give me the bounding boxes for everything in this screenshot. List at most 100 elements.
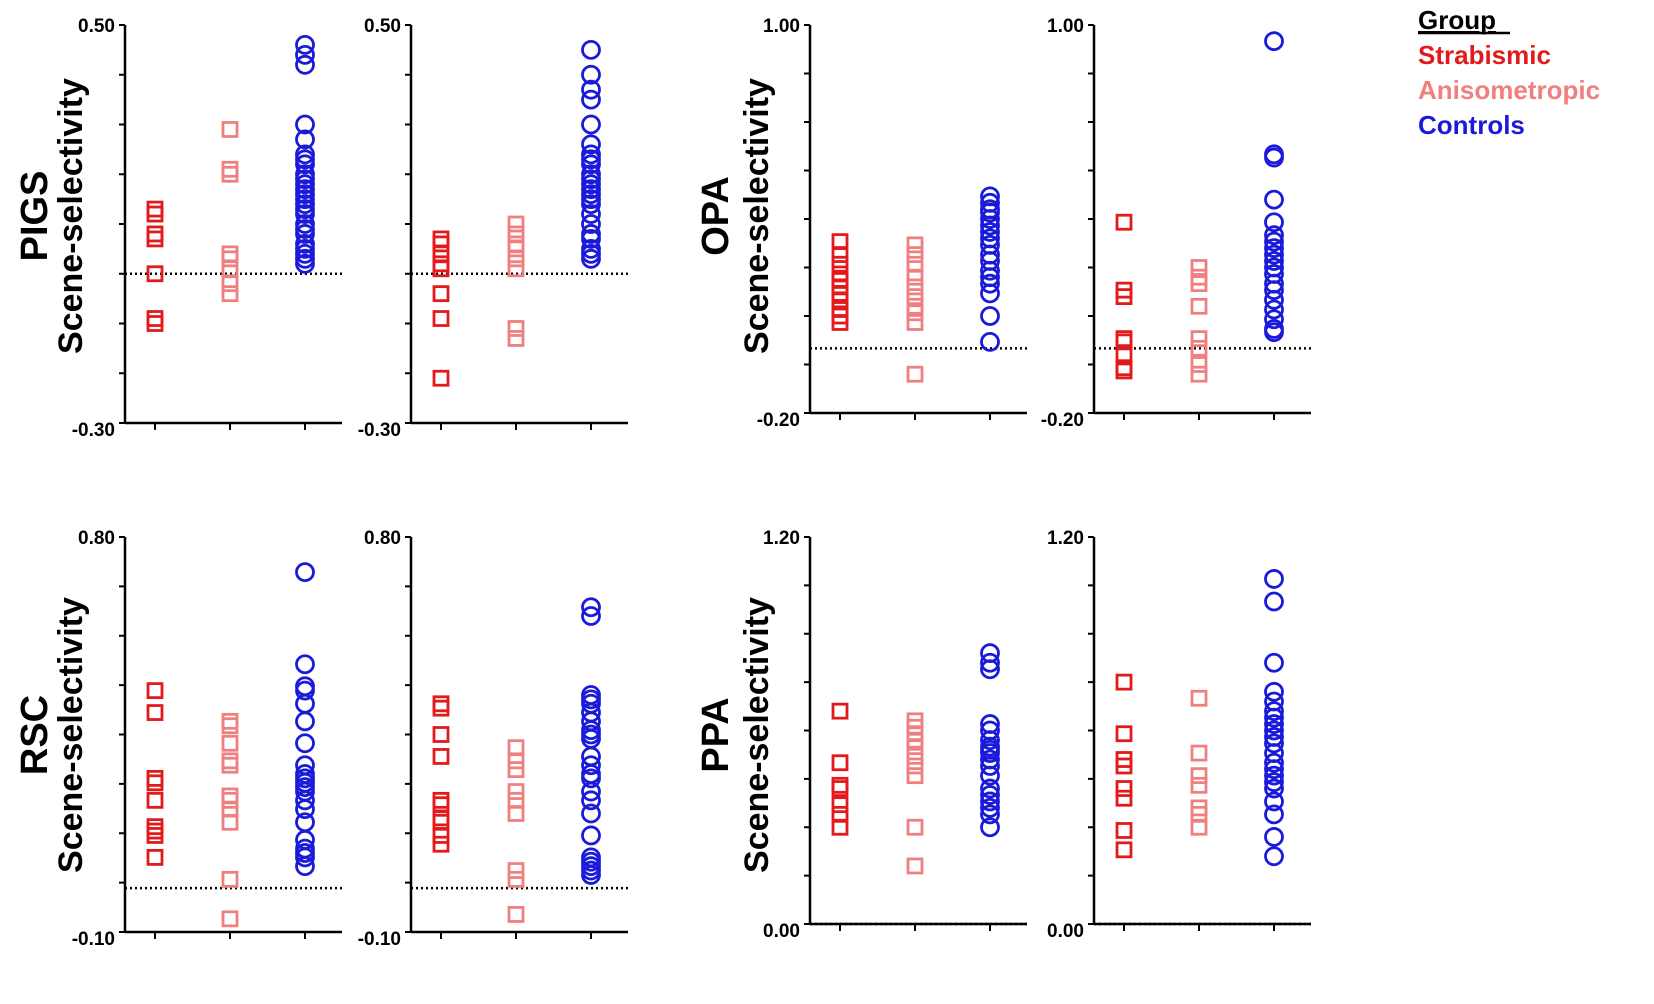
point-anisometropic — [507, 215, 525, 233]
y-tick-label-max: 1.00 — [1047, 16, 1084, 37]
point-anisometropic — [906, 857, 924, 875]
point-controls — [581, 865, 601, 885]
point-strabismic — [432, 245, 450, 263]
point-strabismic — [146, 200, 164, 218]
point-controls — [1264, 778, 1284, 799]
legend-item-controls: Controls — [1418, 110, 1525, 140]
point-controls — [980, 743, 1000, 763]
y-tick-label-min: -0.10 — [72, 929, 115, 950]
point-strabismic — [1115, 789, 1133, 807]
region-name-rsc: RSC — [14, 695, 56, 775]
point-controls — [980, 765, 1000, 786]
region-name-ppa: PPA — [695, 697, 737, 772]
point-controls — [581, 39, 601, 60]
point-strabismic — [432, 835, 450, 853]
point-anisometropic — [906, 747, 924, 765]
point-controls — [1264, 827, 1284, 847]
point-controls — [295, 114, 315, 135]
point-anisometropic — [1190, 365, 1208, 383]
point-strabismic — [432, 827, 450, 844]
point-anisometropic — [221, 245, 239, 263]
y-tick-label-min: -0.20 — [1041, 410, 1084, 431]
point-strabismic — [831, 796, 849, 814]
point-controls — [581, 134, 601, 155]
point-anisometropic — [906, 314, 924, 331]
panel-ppa-2: 1.20 0.00 — [1047, 528, 1311, 942]
point-anisometropic — [1190, 259, 1208, 276]
point-strabismic — [146, 205, 164, 223]
point-controls — [581, 64, 601, 85]
point-anisometropic — [507, 250, 525, 268]
point-strabismic — [831, 255, 849, 273]
point-controls — [1264, 280, 1284, 301]
point-anisometropic — [906, 288, 924, 306]
point-anisometropic — [221, 165, 239, 183]
point-anisometropic — [221, 285, 239, 303]
point-strabismic — [432, 285, 450, 303]
y-axis-label-rsc: Scene-selectivity — [52, 597, 90, 873]
point-controls — [1264, 225, 1284, 246]
point-anisometropic — [507, 870, 525, 888]
point-strabismic — [432, 310, 450, 327]
point-anisometropic — [1190, 744, 1208, 762]
point-anisometropic — [221, 121, 239, 138]
point-anisometropic — [507, 752, 525, 770]
point-controls — [581, 606, 601, 626]
point-strabismic — [432, 726, 450, 743]
point-controls — [980, 209, 1000, 229]
point-anisometropic — [507, 761, 525, 779]
point-anisometropic — [1190, 767, 1208, 785]
point-strabismic — [831, 780, 849, 797]
point-anisometropic — [507, 240, 525, 258]
point-controls — [295, 224, 315, 244]
y-tick-label-min: -0.10 — [358, 929, 401, 950]
point-controls — [980, 306, 1000, 326]
panel-opa-2: 1.00 -0.20 — [1041, 16, 1311, 431]
point-controls — [980, 331, 1000, 352]
point-controls — [980, 215, 1000, 236]
y-tick-label-min: -0.30 — [72, 420, 115, 441]
point-strabismic — [1115, 757, 1133, 775]
point-controls — [1264, 569, 1284, 589]
point-anisometropic — [221, 734, 239, 752]
point-controls — [295, 204, 315, 224]
point-controls — [581, 79, 601, 100]
point-strabismic — [1115, 841, 1133, 859]
point-strabismic — [831, 818, 849, 836]
point-controls — [295, 44, 315, 65]
point-strabismic — [831, 754, 849, 772]
panel-pigs-1: 0.50 -0.30 — [72, 16, 342, 441]
point-strabismic — [432, 699, 450, 717]
point-anisometropic — [507, 225, 525, 243]
point-controls — [1264, 299, 1284, 320]
point-anisometropic — [906, 818, 924, 836]
point-anisometropic — [221, 870, 239, 888]
point-strabismic — [831, 702, 849, 720]
point-strabismic — [146, 315, 164, 332]
point-strabismic — [1115, 673, 1133, 691]
point-controls — [581, 248, 601, 269]
point-controls — [295, 253, 315, 274]
point-strabismic — [1115, 213, 1133, 231]
point-anisometropic — [1190, 297, 1208, 315]
y-tick-label-min: -0.30 — [358, 420, 401, 441]
point-anisometropic — [507, 330, 525, 347]
point-controls — [295, 856, 315, 877]
point-controls — [980, 283, 1000, 304]
point-controls — [295, 790, 315, 811]
point-controls — [581, 114, 601, 135]
point-controls — [980, 202, 1000, 223]
point-strabismic — [1115, 288, 1133, 306]
point-controls — [1264, 322, 1284, 343]
point-anisometropic — [221, 717, 239, 735]
point-controls — [1264, 772, 1284, 792]
point-anisometropic — [221, 752, 239, 770]
point-controls — [1264, 707, 1284, 728]
point-strabismic — [146, 230, 164, 248]
point-controls — [295, 54, 315, 75]
point-controls — [581, 768, 601, 789]
point-controls — [1264, 791, 1284, 812]
point-strabismic — [146, 822, 164, 840]
point-strabismic — [146, 848, 164, 866]
